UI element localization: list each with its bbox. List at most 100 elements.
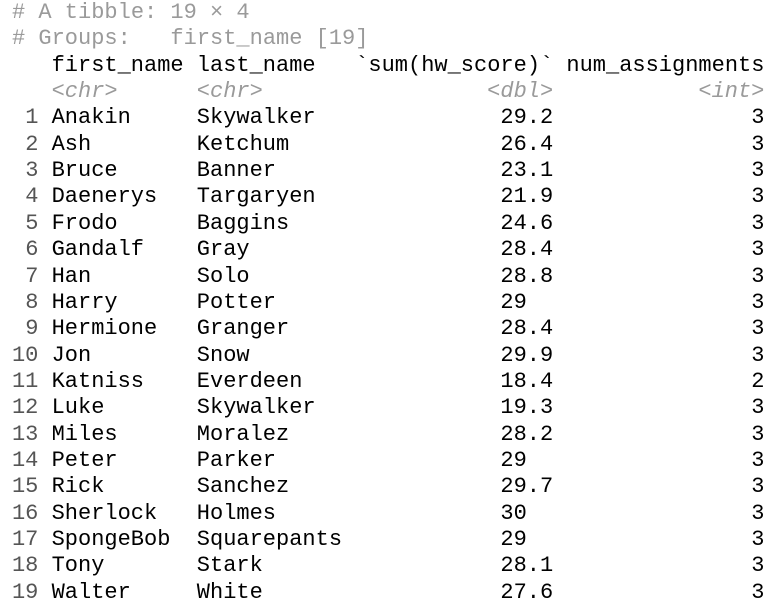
cell-num-assignments: 3 (751, 474, 765, 500)
cell-last-name: Gray (196, 237, 250, 263)
column-type: <dbl> (487, 79, 554, 105)
cell-hw-score: 21.9 (500, 184, 554, 210)
cell-num-assignments: 3 (751, 395, 765, 421)
cell-hw-score: 29 (500, 527, 527, 552)
row-number: 9 (25, 316, 39, 342)
groups-summary: # Groups: first_name [19] (12, 26, 369, 52)
cell-last-name: Baggins (196, 210, 290, 236)
cell-num-assignments: 3 (751, 447, 765, 473)
cell-first-name: Tony (51, 553, 105, 579)
cell-hw-score: 28.2 (500, 421, 554, 447)
cell-last-name: Banner (196, 158, 277, 184)
cell-hw-score: 23.1 (500, 158, 554, 184)
cell-hw-score: 28.4 (500, 237, 554, 263)
cell-hw-score: 29.7 (500, 474, 554, 500)
cell-hw-score: 29 (500, 447, 527, 473)
cell-first-name: Anakin (51, 105, 131, 131)
cell-hw-score: 19.3 (500, 395, 554, 421)
column-type: <chr> (51, 79, 118, 105)
cell-num-assignments: 3 (751, 421, 765, 447)
column-type: <int> (698, 79, 765, 105)
cell-first-name: Miles (51, 421, 118, 447)
cell-hw-score: 30 (500, 500, 527, 526)
cell-first-name: Luke (51, 395, 105, 421)
cell-num-assignments: 3 (751, 316, 765, 342)
row-number: 10 (11, 342, 39, 368)
cell-hw-score: 18.4 (500, 368, 554, 394)
cell-first-name: SpongeBob (51, 527, 171, 552)
cell-first-name: Frodo (51, 210, 118, 236)
cell-first-name: Han (51, 263, 92, 289)
cell-hw-score: 28.4 (500, 316, 554, 342)
tibble-summary: # A tibble: 19 × 4 (12, 0, 250, 25)
cell-num-assignments: 3 (751, 210, 765, 236)
row-number: 5 (25, 210, 39, 236)
row-number: 16 (11, 500, 39, 526)
cell-hw-score: 26.4 (500, 131, 554, 157)
cell-num-assignments: 3 (751, 237, 765, 263)
cell-first-name: Harry (51, 289, 118, 315)
column-header: num_assignments (566, 52, 765, 78)
row-number: 7 (25, 263, 39, 289)
cell-last-name: Ketchum (196, 131, 290, 157)
cell-hw-score: 28.1 (500, 553, 554, 579)
cell-num-assignments: 3 (751, 289, 765, 315)
cell-first-name: Gandalf (51, 237, 145, 263)
cell-hw-score: 29.9 (500, 342, 554, 368)
row-number: 6 (25, 237, 39, 263)
row-number: 14 (11, 447, 39, 473)
cell-last-name: Sanchez (196, 474, 290, 500)
row-number: 18 (11, 553, 39, 579)
cell-first-name: Bruce (51, 158, 118, 184)
cell-hw-score: 24.6 (500, 210, 554, 236)
row-number: 11 (11, 368, 39, 394)
column-header: `sum(hw_score)` (355, 52, 554, 78)
cell-num-assignments: 3 (751, 105, 765, 131)
row-number: 3 (25, 158, 39, 184)
cell-last-name: Targaryen (196, 184, 316, 210)
row-number: 15 (11, 474, 39, 500)
cell-hw-score: 29 (500, 289, 527, 315)
row-number: 4 (25, 184, 39, 210)
row-number: 13 (11, 421, 39, 447)
cell-last-name: Everdeen (196, 368, 303, 394)
cell-first-name: Katniss (51, 368, 145, 394)
cell-first-name: Sherlock (51, 500, 158, 526)
cell-num-assignments: 3 (751, 527, 765, 552)
cell-hw-score: 27.6 (500, 579, 554, 605)
cell-first-name: Walter (51, 579, 131, 605)
row-number: 17 (11, 527, 39, 552)
row-number: 12 (11, 395, 39, 421)
cell-last-name: Stark (196, 553, 263, 579)
cell-first-name: Hermione (51, 316, 158, 342)
cell-last-name: Parker (196, 447, 277, 473)
cell-num-assignments: 3 (751, 263, 765, 289)
row-number: 2 (25, 131, 39, 157)
cell-last-name: Holmes (196, 500, 277, 526)
cell-num-assignments: 3 (751, 579, 765, 605)
column-header: last_name (196, 52, 316, 78)
column-type: <chr> (196, 79, 263, 105)
cell-first-name: Jon (51, 342, 92, 368)
cell-num-assignments: 3 (751, 553, 765, 579)
cell-num-assignments: 3 (751, 158, 765, 184)
cell-last-name: Snow (196, 342, 250, 368)
row-number: 1 (25, 105, 39, 131)
cell-num-assignments: 3 (751, 500, 765, 526)
cell-first-name: Peter (51, 447, 118, 473)
cell-num-assignments: 3 (751, 342, 765, 368)
cell-first-name: Rick (51, 474, 105, 500)
row-number: 19 (11, 579, 39, 605)
cell-num-assignments: 2 (751, 368, 765, 394)
cell-first-name: Ash (51, 131, 92, 157)
cell-last-name: Potter (196, 289, 277, 315)
cell-last-name: Skywalker (196, 395, 316, 421)
cell-first-name: Daenerys (51, 184, 158, 210)
cell-last-name: Solo (196, 263, 250, 289)
row-number: 8 (25, 289, 39, 315)
cell-last-name: Squarepants (196, 527, 343, 552)
column-header: first_name (51, 52, 184, 78)
cell-last-name: Moralez (196, 421, 290, 447)
cell-last-name: Granger (196, 316, 290, 342)
cell-hw-score: 28.8 (500, 263, 554, 289)
